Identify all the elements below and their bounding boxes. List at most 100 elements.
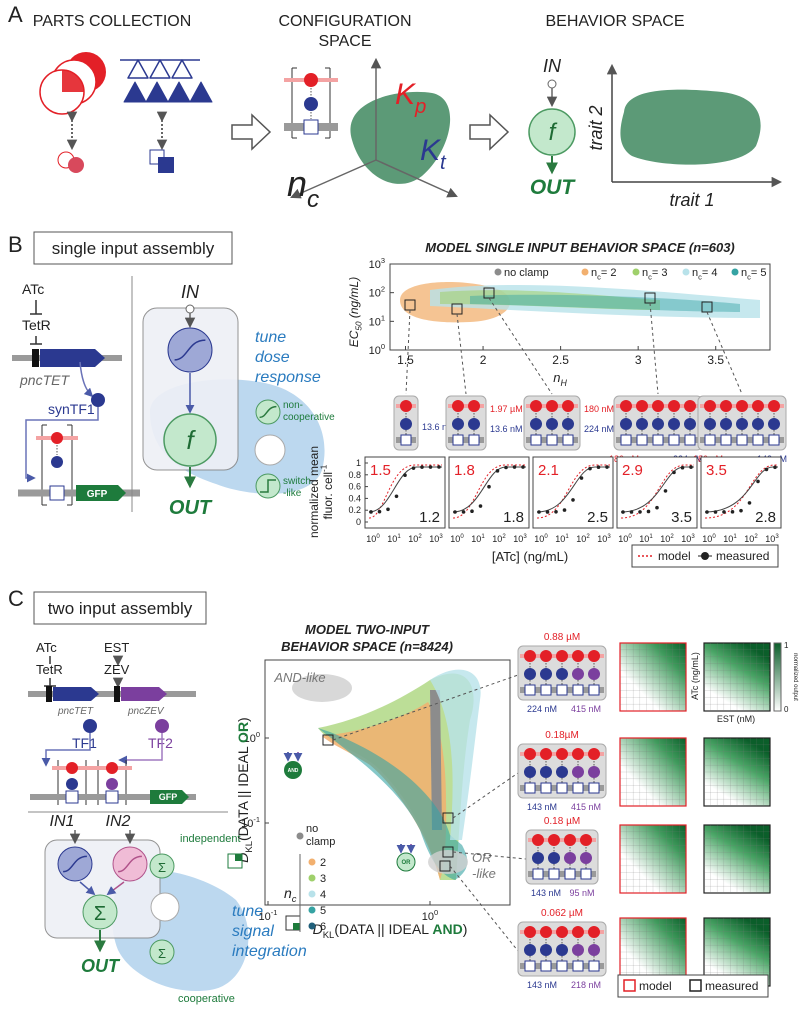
part: [652, 400, 664, 412]
label-part: 10: [422, 911, 434, 923]
plot-frame: [364, 456, 446, 529]
value-label: 2.8: [755, 509, 776, 526]
shape: [155, 719, 169, 733]
part: [556, 748, 568, 760]
marker: [537, 510, 541, 514]
shape: [68, 157, 84, 173]
label-part: n: [692, 267, 698, 279]
label: ATc: [36, 640, 57, 655]
part: [400, 400, 412, 412]
part: [524, 944, 536, 956]
legend-label: 3: [320, 873, 326, 885]
shape: [66, 778, 78, 790]
label-part: 1: [565, 533, 569, 540]
shape: [145, 81, 169, 103]
marker: [747, 501, 752, 505]
label: TF2: [148, 735, 173, 751]
label: 95 nM: [569, 888, 594, 898]
marker: [411, 466, 416, 470]
shape: [51, 432, 63, 444]
region: [430, 669, 481, 840]
part: [530, 418, 542, 430]
label: AND-like: [273, 670, 325, 685]
label-part: p: [414, 96, 426, 118]
shape: [114, 686, 120, 702]
shape: [304, 97, 318, 111]
marker: [478, 504, 483, 508]
x-tick-label: 102: [660, 533, 674, 544]
part: [524, 748, 536, 760]
legend-label: nc= 3: [642, 267, 667, 281]
marker: [596, 465, 601, 470]
label: 0.18 µM: [544, 816, 580, 827]
label: nc: [287, 163, 319, 213]
part: [580, 834, 592, 846]
part: [452, 434, 464, 446]
label-part: 10: [534, 534, 544, 544]
legend-label: nc= 2: [591, 267, 616, 281]
label: OR: [472, 850, 492, 865]
line: [106, 881, 125, 896]
label: IN: [181, 282, 200, 302]
marker: [689, 465, 693, 469]
part: [588, 748, 600, 760]
line: [405, 309, 411, 395]
shape: [76, 485, 126, 501]
label-part: 2: [418, 533, 422, 540]
value-label: 1.8: [454, 462, 475, 479]
label-part: 3: [381, 256, 385, 265]
part: [704, 434, 716, 446]
part: [556, 650, 568, 662]
heatmap: [619, 642, 687, 712]
region: [620, 89, 761, 165]
heatmap: [703, 824, 771, 894]
part: [468, 400, 480, 412]
marker: [495, 469, 500, 473]
part: [540, 748, 552, 760]
line: [706, 311, 743, 395]
label: trait 2: [586, 105, 606, 150]
y-tick-label: 102: [369, 285, 385, 300]
x-tick-label: 102: [408, 533, 422, 544]
label: 415 nM: [571, 802, 601, 812]
marker: [588, 466, 592, 471]
panel-label: B: [8, 232, 23, 257]
part: [556, 684, 568, 696]
label-part: 1: [733, 533, 737, 540]
marker: [663, 489, 668, 493]
label-part: 10: [513, 534, 523, 544]
label-part: 1: [397, 533, 401, 540]
legend-label: measured: [705, 979, 758, 993]
shape: [623, 979, 636, 992]
label-part: 10: [597, 534, 607, 544]
label-part: 0: [376, 533, 380, 540]
line: [79, 881, 96, 896]
label-part: n: [591, 267, 597, 279]
label-part: 10: [369, 316, 381, 328]
plot-frame: [264, 659, 511, 906]
label-part: 10: [471, 534, 481, 544]
label: 13.6 nM: [490, 424, 523, 434]
marker: [739, 508, 743, 513]
tick-label: 1: [784, 641, 789, 650]
label-part: 3: [775, 533, 779, 540]
y-tick-label: 0.6: [348, 482, 361, 492]
label-part: c: [747, 272, 751, 281]
label: 143 nM: [527, 980, 557, 990]
model-curve: [704, 464, 778, 519]
label: OUT: [169, 497, 213, 519]
label-part: 2: [754, 533, 758, 540]
marker: [705, 510, 709, 514]
x-tick-label: 10-1: [259, 908, 278, 923]
label: AND: [288, 768, 299, 774]
part: [562, 434, 574, 446]
label-part: K: [395, 78, 417, 111]
x-tick-label: 100: [366, 533, 380, 544]
label: f: [549, 119, 558, 146]
label-part: n: [284, 885, 292, 901]
line: [452, 772, 519, 819]
marker: [655, 505, 659, 510]
label: OUT: [81, 956, 121, 976]
part: [720, 400, 732, 412]
shape: [112, 846, 148, 882]
